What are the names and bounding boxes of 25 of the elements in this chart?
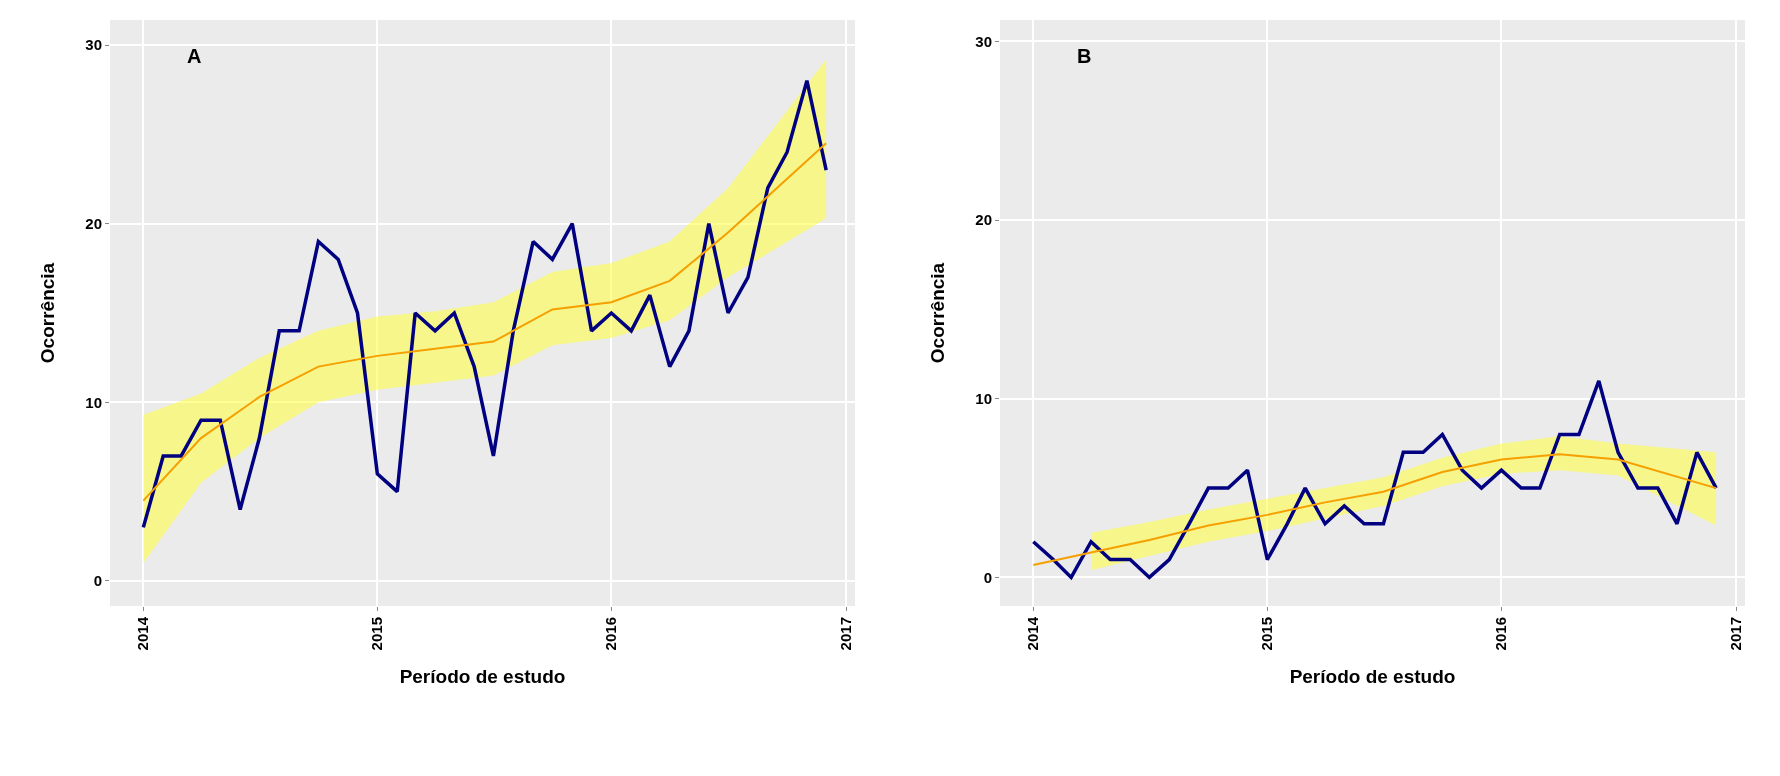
x-axis-title: Período de estudo bbox=[399, 666, 566, 688]
x-tick-label: 2016 bbox=[1492, 617, 1510, 651]
y-tick-label: 30 bbox=[975, 32, 992, 50]
annotation: B bbox=[1077, 45, 1092, 67]
x-tick-label: 2017 bbox=[836, 617, 854, 651]
x-tick-label: 2016 bbox=[602, 617, 620, 651]
line-series bbox=[142, 142, 828, 502]
x-tick-label: 2014 bbox=[1024, 616, 1042, 651]
y-tick-label: 20 bbox=[975, 211, 992, 229]
y-tick-label: 20 bbox=[85, 214, 102, 232]
x-tick-label: 2014 bbox=[134, 616, 152, 651]
y-tick-label: 0 bbox=[983, 568, 992, 586]
line-series bbox=[1032, 453, 1718, 566]
line-series bbox=[1031, 379, 1718, 580]
y-tick-label: 10 bbox=[85, 393, 102, 411]
y-tick-label: 30 bbox=[85, 36, 102, 54]
y-tick-label: 10 bbox=[975, 390, 992, 408]
x-axis-title: Período de estudo bbox=[1289, 666, 1456, 688]
x-tick-label: 2015 bbox=[1258, 617, 1276, 651]
annotation: A bbox=[187, 45, 202, 67]
x-tick-label: 2015 bbox=[368, 617, 386, 651]
x-tick-label: 2017 bbox=[1726, 617, 1744, 651]
y-tick-label: 0 bbox=[93, 572, 102, 590]
y-axis-title: Ocorrência bbox=[927, 262, 949, 364]
y-axis-title: Ocorrência bbox=[37, 262, 59, 364]
